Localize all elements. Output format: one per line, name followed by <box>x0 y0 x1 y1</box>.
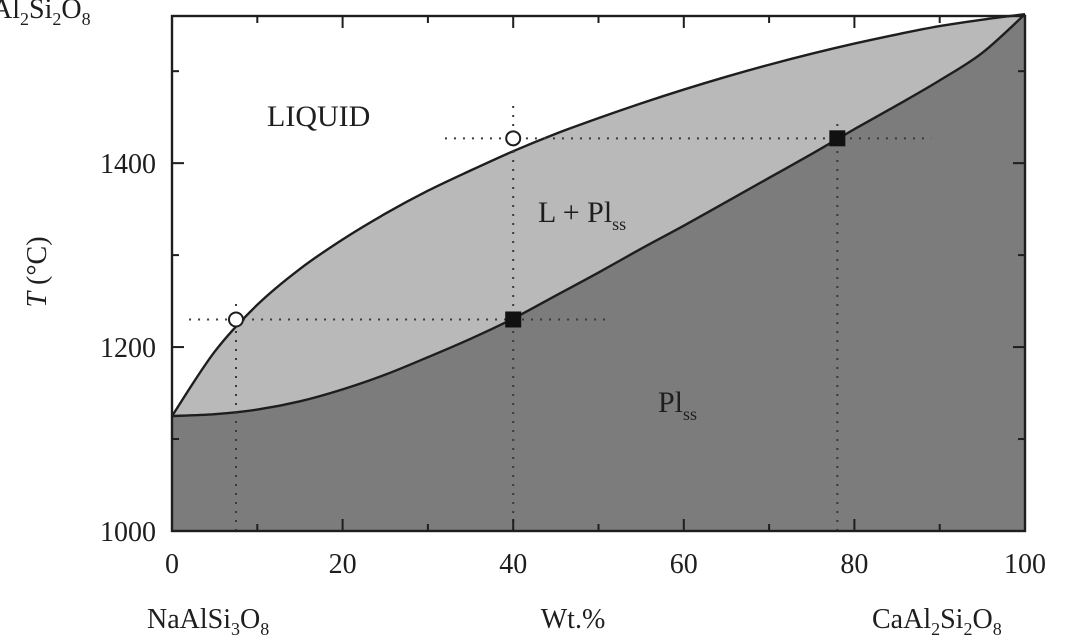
y-axis-title-symbol: T <box>22 290 53 308</box>
plagioclase-composition-1230-marker <box>505 311 522 328</box>
liquid-composition-1230-marker <box>227 311 244 328</box>
plagioclase-composition-1427-marker <box>829 130 846 147</box>
liquid-composition-1427-marker <box>505 130 522 147</box>
x-tick-label: 0 <box>165 549 179 580</box>
two-phase-label-main: L + Pl <box>538 196 612 229</box>
guide-lines <box>189 103 932 531</box>
x-axis-title: Wt.% <box>541 604 606 635</box>
x-tick-label: 40 <box>499 549 527 580</box>
solid-region-label: Plss <box>658 386 697 424</box>
two-phase-region-label: L + Plss <box>538 196 626 234</box>
x-tick-label: 20 <box>329 549 357 580</box>
y-axis-title-unit: (°C) <box>22 236 53 292</box>
axis-ticks <box>171 16 1026 532</box>
y-tick-label: 1400 <box>100 149 156 180</box>
axis-tick-labels: 0 20 40 60 80 100 1000 1200 1400 <box>100 149 1046 580</box>
y-tick-label: 1200 <box>100 333 156 364</box>
liquid-region-label: LIQUID <box>267 100 370 133</box>
solid-label-main: Pl <box>658 386 683 419</box>
x-tick-label: 100 <box>1004 549 1046 580</box>
y-tick-label: 1000 <box>100 517 156 548</box>
top-left-endmember-label: Al2Si2O8 <box>0 0 91 29</box>
composition-markers <box>227 130 846 328</box>
y-axis-title: T (°C) <box>22 236 53 307</box>
x-tick-label: 80 <box>840 549 868 580</box>
liquidus-curve <box>170 12 1026 417</box>
two-phase-region <box>172 14 1025 417</box>
solidus-curve <box>171 13 1026 418</box>
left-endmember-label: NaAlSi3O8 <box>147 604 269 639</box>
right-endmember-label: CaAl2Si2O8 <box>872 604 1002 639</box>
x-tick-label: 60 <box>670 549 698 580</box>
two-phase-label-sub: ss <box>612 214 626 234</box>
solid-label-sub: ss <box>683 404 697 424</box>
